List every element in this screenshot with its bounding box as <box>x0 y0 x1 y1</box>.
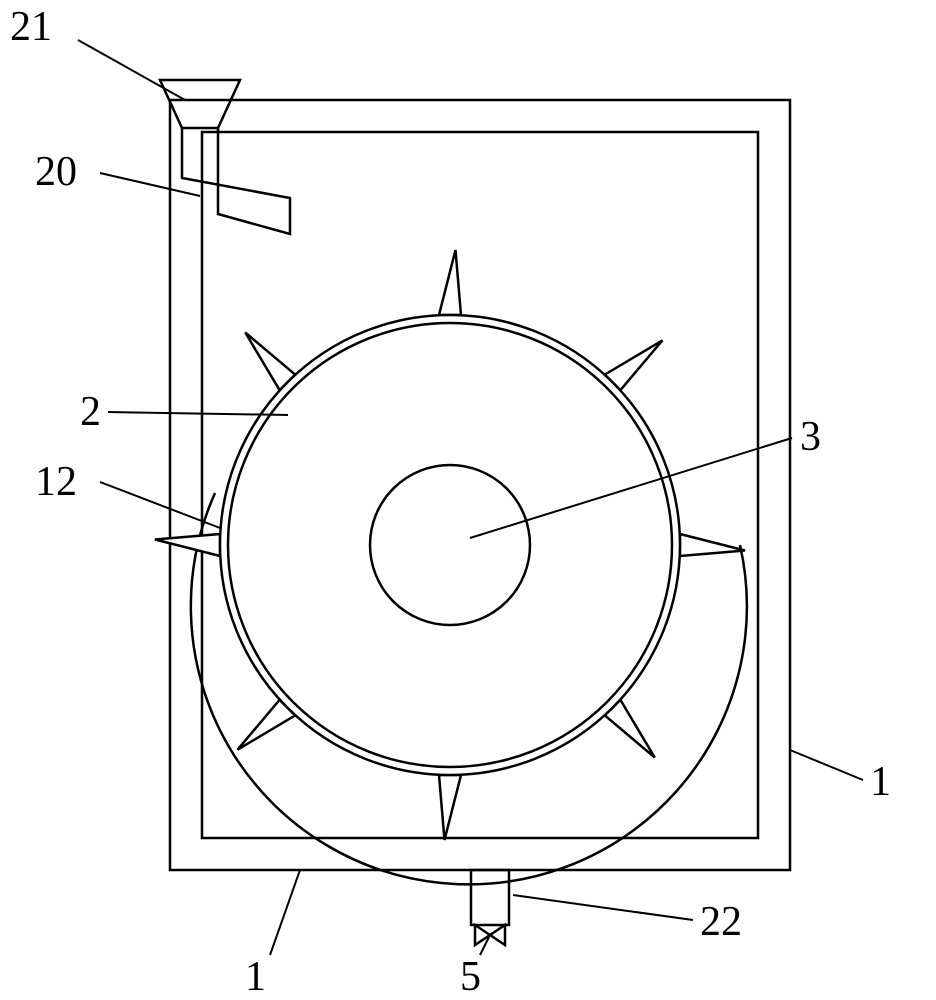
inlet-pipe <box>182 128 290 234</box>
callout-label-20: 20 <box>35 149 77 195</box>
callout-label-12: 12 <box>35 459 77 505</box>
blade <box>680 534 745 556</box>
technical-diagram: 21 20 212 3 1 1 22 5 <box>0 0 936 1000</box>
blade <box>439 775 461 840</box>
drum-outer <box>220 315 680 775</box>
leader-line <box>78 40 185 100</box>
leader-line <box>100 173 200 196</box>
callout-label-2: 2 <box>80 389 101 435</box>
inlet-funnel <box>160 80 240 128</box>
callout-label-21: 21 <box>10 4 52 50</box>
callout-label-22: 22 <box>700 899 742 945</box>
outlet-pipe <box>471 870 509 925</box>
callout-label-1b: 1 <box>245 954 266 1000</box>
leader-line <box>270 870 300 955</box>
callout-label-5: 5 <box>460 954 481 1000</box>
callout-label-3: 3 <box>800 414 821 460</box>
blade <box>439 250 461 315</box>
leader-line <box>513 895 693 920</box>
callout-label-1a: 1 <box>870 759 891 805</box>
leader-line <box>790 750 863 780</box>
blade <box>155 534 220 556</box>
